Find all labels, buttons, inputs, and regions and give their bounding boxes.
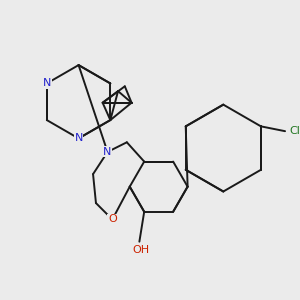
Text: Cl: Cl bbox=[289, 126, 300, 136]
Text: O: O bbox=[108, 214, 117, 224]
Text: N: N bbox=[43, 78, 51, 88]
Text: N: N bbox=[74, 134, 83, 143]
Text: OH: OH bbox=[133, 245, 150, 255]
Text: N: N bbox=[103, 147, 112, 157]
